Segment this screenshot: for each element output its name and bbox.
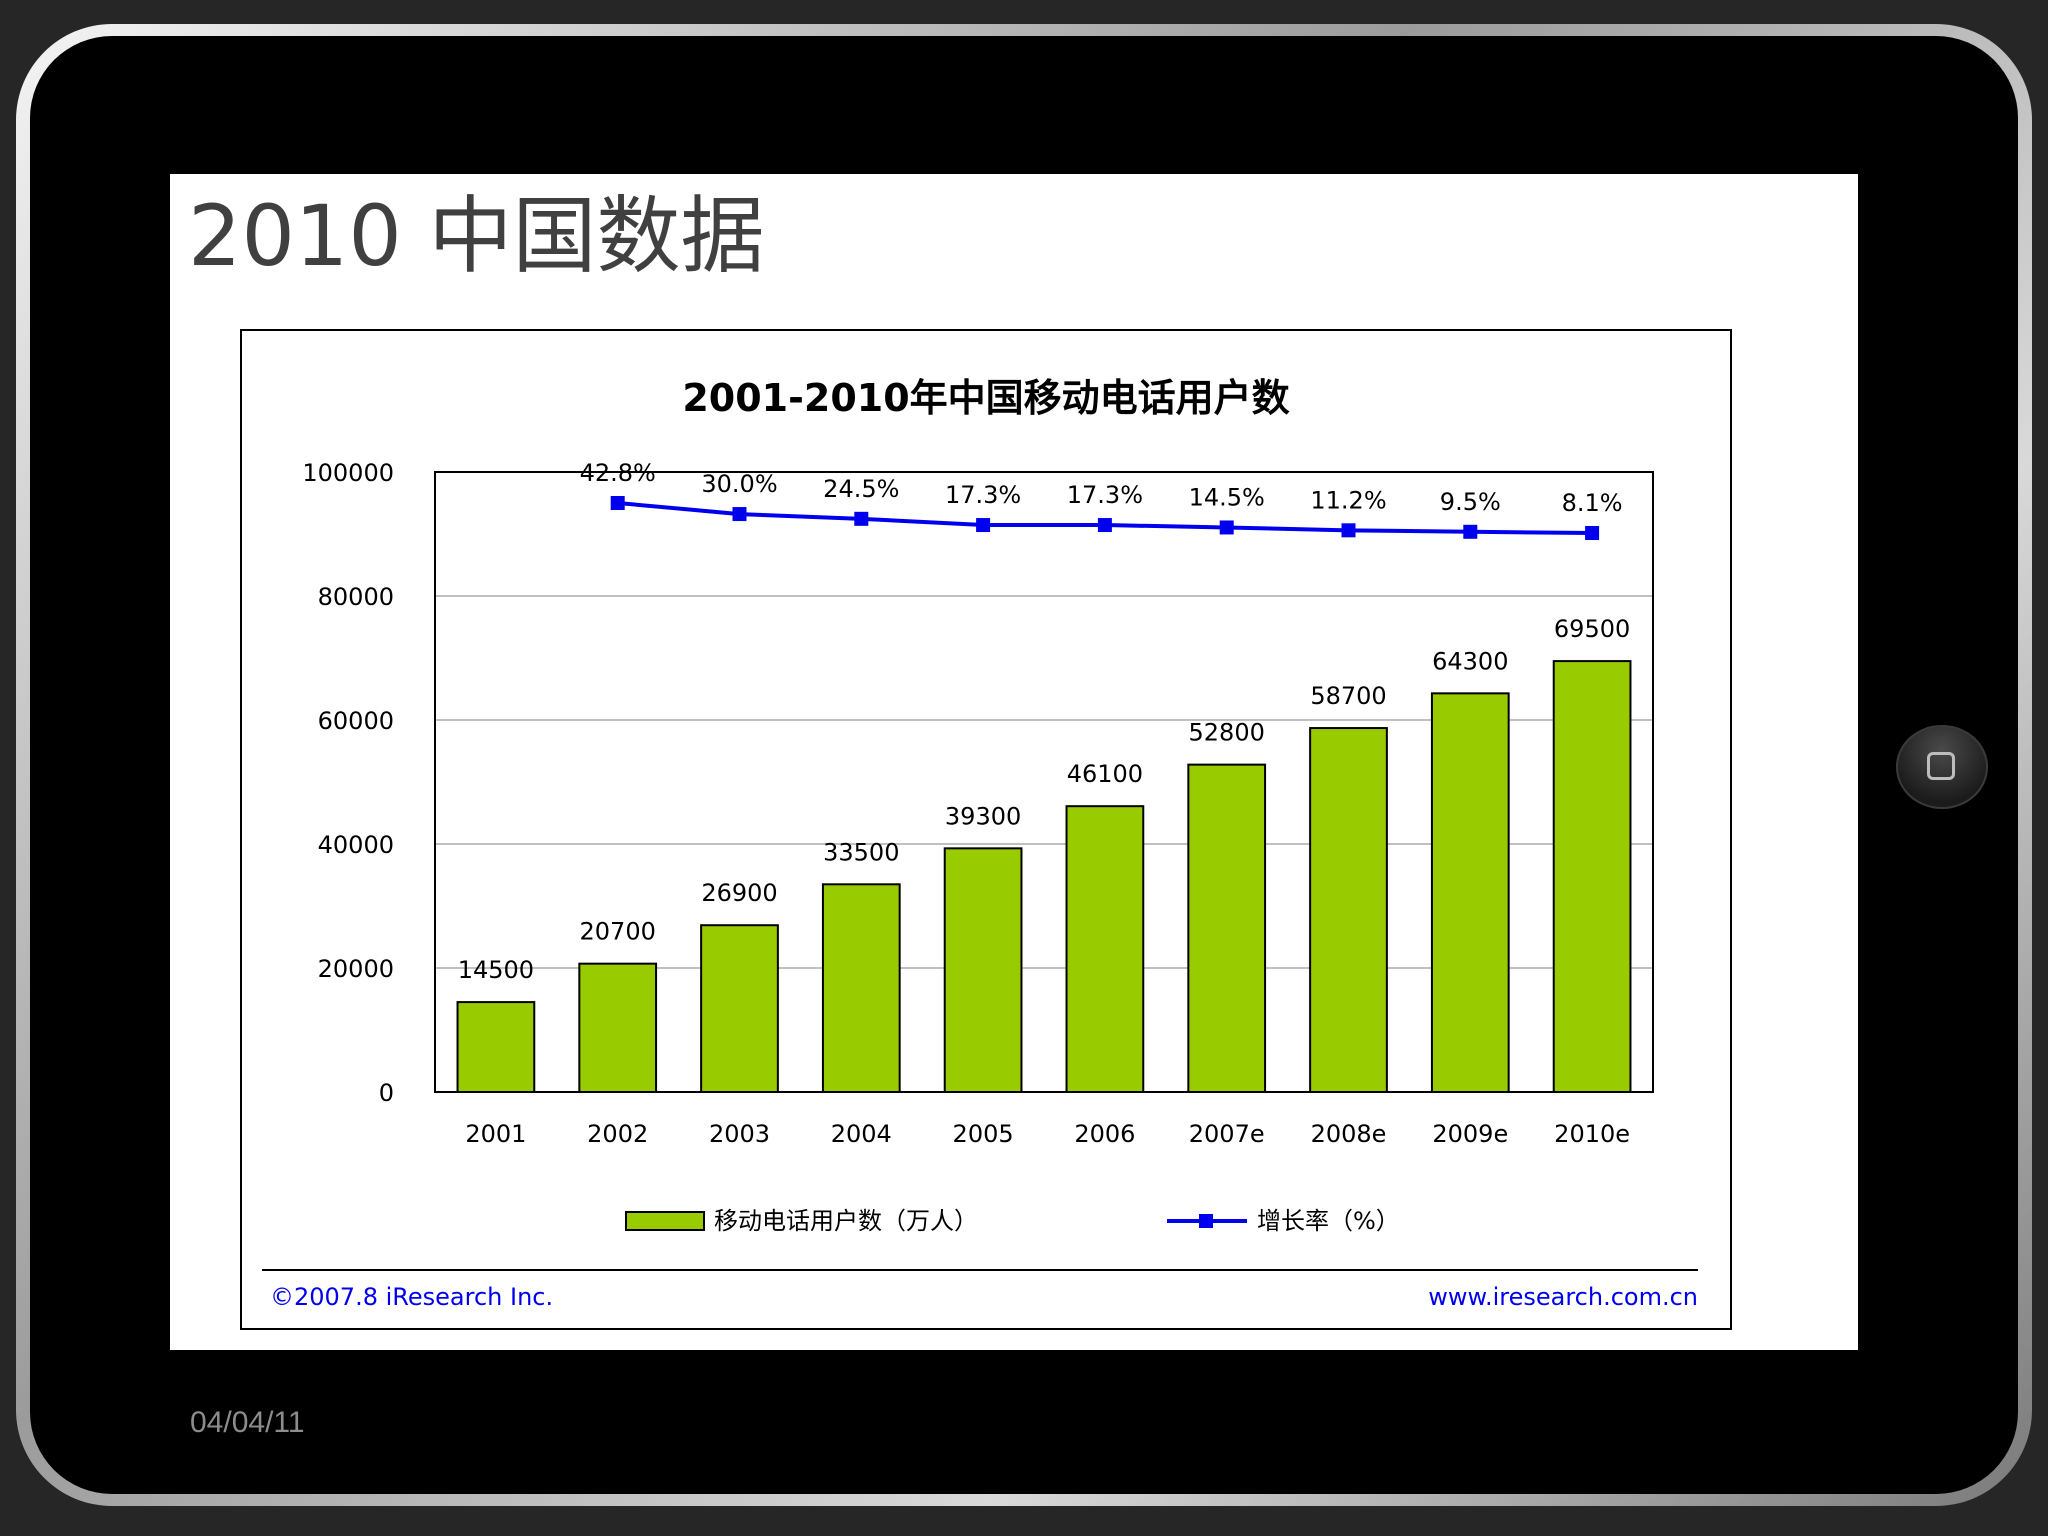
chart-legend: 移动电话用户数（万人） 增长率（%） <box>625 1207 1400 1235</box>
x-tick-label: 2009e <box>1432 1120 1508 1148</box>
y-tick-label: 20000 <box>318 955 394 983</box>
growth-rate-label: 9.5% <box>1440 488 1501 516</box>
y-tick-label: 40000 <box>318 831 394 859</box>
growth-rate-label: 30.0% <box>701 470 777 498</box>
plot-area <box>434 471 1654 1093</box>
growth-rate-label: 11.2% <box>1310 486 1386 514</box>
bar-value-label: 20700 <box>580 918 656 946</box>
bar-value-label: 46100 <box>1067 760 1143 788</box>
bar-2010e <box>1552 660 1632 1093</box>
bar-2001 <box>456 1001 536 1093</box>
bar-2007e <box>1187 763 1267 1093</box>
growth-rate-point <box>1585 526 1600 540</box>
bar-value-label: 64300 <box>1432 647 1508 675</box>
bar-value-label: 33500 <box>823 838 899 866</box>
growth-rate-point <box>976 518 991 533</box>
growth-rate-label: 42.8% <box>580 459 656 487</box>
legend-line-label: 增长率（%） <box>1257 1207 1400 1235</box>
bar-value-label: 39300 <box>945 802 1021 830</box>
chart-title: 2001-2010年中国移动电话用户数 <box>682 376 1289 420</box>
y-tick-label: 80000 <box>318 583 394 611</box>
bar-2002 <box>578 962 658 1093</box>
legend-line-marker <box>1199 1214 1213 1228</box>
x-tick-label: 2005 <box>953 1120 1014 1148</box>
y-tick-label: 100000 <box>302 459 394 487</box>
bar-value-label: 26900 <box>701 879 777 907</box>
legend-bar-label: 移动电话用户数（万人） <box>714 1207 978 1235</box>
slide-title: 2010 中国数据 <box>188 187 765 285</box>
x-tick-label: 2003 <box>709 1120 770 1148</box>
bar-2003 <box>700 924 779 1093</box>
y-tick-label: 60000 <box>318 707 394 735</box>
chart: 2001-2010年中国移动电话用户数 0 20000 40000 60000 8000… <box>240 329 1732 1330</box>
source-right: www.iresearch.com.cn <box>1428 1283 1698 1311</box>
x-tick-label: 2006 <box>1074 1120 1135 1148</box>
home-square-icon <box>1927 752 1955 780</box>
bar-value-label: 14500 <box>458 956 534 984</box>
x-tick-label: 2008e <box>1311 1120 1387 1148</box>
growth-rate-label: 17.3% <box>945 481 1021 509</box>
x-tick-label: 2001 <box>465 1120 526 1148</box>
growth-rate-point <box>610 496 625 510</box>
bar-2004 <box>821 883 901 1093</box>
home-button[interactable] <box>1896 725 1988 809</box>
growth-rate-point <box>1341 523 1356 538</box>
bar-2006 <box>1065 805 1145 1093</box>
slide-date: 04/04/11 <box>190 1406 305 1439</box>
growth-rate-point <box>854 511 869 526</box>
growth-rate-point <box>1219 520 1234 535</box>
bar-value-label: 58700 <box>1310 682 1386 710</box>
growth-rate-label: 17.3% <box>1067 481 1143 509</box>
x-tick-label: 2002 <box>587 1120 648 1148</box>
growth-rate-point <box>1097 518 1112 533</box>
x-tick-label: 2004 <box>831 1120 892 1148</box>
bar-2009e <box>1430 692 1510 1093</box>
slide: 2010 中国数据 2001-2010年中国移动电话用户数 0 20000 4000… <box>170 174 1858 1350</box>
x-tick-label: 2010e <box>1554 1120 1630 1148</box>
source-left: ©2007.8 iResearch Inc. <box>270 1283 553 1311</box>
x-tick-label: 2007e <box>1189 1120 1265 1148</box>
y-tick-label: 0 <box>379 1079 394 1107</box>
bar-2008e <box>1309 727 1388 1093</box>
bar-2005 <box>943 847 1023 1094</box>
bar-value-label: 69500 <box>1554 615 1630 643</box>
growth-rate-point <box>1463 524 1478 539</box>
growth-rate-point <box>732 507 747 522</box>
legend-bar-swatch <box>625 1211 705 1231</box>
bar-value-label: 52800 <box>1189 719 1265 747</box>
growth-rate-label: 24.5% <box>823 475 899 503</box>
growth-rate-label: 8.1% <box>1562 489 1623 517</box>
growth-rate-label: 14.5% <box>1189 483 1265 511</box>
